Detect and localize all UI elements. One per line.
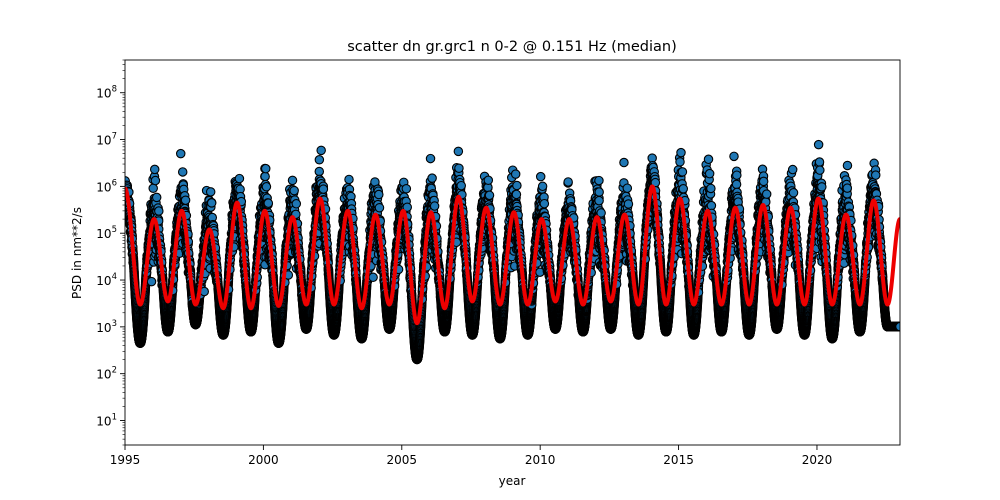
- scatter-point: [425, 153, 436, 164]
- scatter-point: [149, 164, 160, 175]
- scatter-point: [260, 163, 271, 174]
- scatter-point: [205, 187, 216, 197]
- scatter-point: [146, 276, 157, 287]
- scatter-point: [314, 155, 325, 165]
- scatter-point: [177, 167, 188, 177]
- scatter-point: [148, 183, 158, 194]
- scatter-point: [261, 182, 272, 192]
- scatter-point: [318, 184, 329, 194]
- scatter-point: [289, 185, 299, 196]
- scatter-point: [151, 192, 162, 203]
- scatter-point: [287, 175, 298, 186]
- plot-area: [125, 139, 900, 365]
- scatter-point: [316, 145, 326, 156]
- scatter-point: [175, 148, 186, 159]
- scatter-point: [234, 173, 245, 184]
- scatter-point: [374, 189, 384, 200]
- scatter-point: [453, 146, 464, 157]
- scatter-point: [344, 174, 354, 185]
- scatter-point: [484, 190, 495, 201]
- scatter-point: [429, 201, 440, 211]
- scatter-point: [456, 180, 466, 191]
- scatter-point: [263, 198, 274, 208]
- scatter-point: [483, 175, 494, 186]
- scatter-point: [260, 171, 270, 182]
- scatter-point: [427, 173, 437, 183]
- scatter-point: [291, 199, 302, 209]
- scatter-point: [154, 206, 164, 216]
- chart-title: scatter dn gr.grc1 n 0-2 @ 0.151 Hz (med…: [347, 39, 677, 55]
- scatter-point: [374, 203, 385, 213]
- scatter-point: [314, 166, 325, 177]
- scatter-point: [401, 184, 412, 194]
- scatter-point: [368, 272, 378, 283]
- scatter-point: [454, 163, 464, 174]
- scatter-point: [180, 195, 191, 205]
- scatter-point: [150, 175, 161, 186]
- scatter-point: [206, 198, 217, 208]
